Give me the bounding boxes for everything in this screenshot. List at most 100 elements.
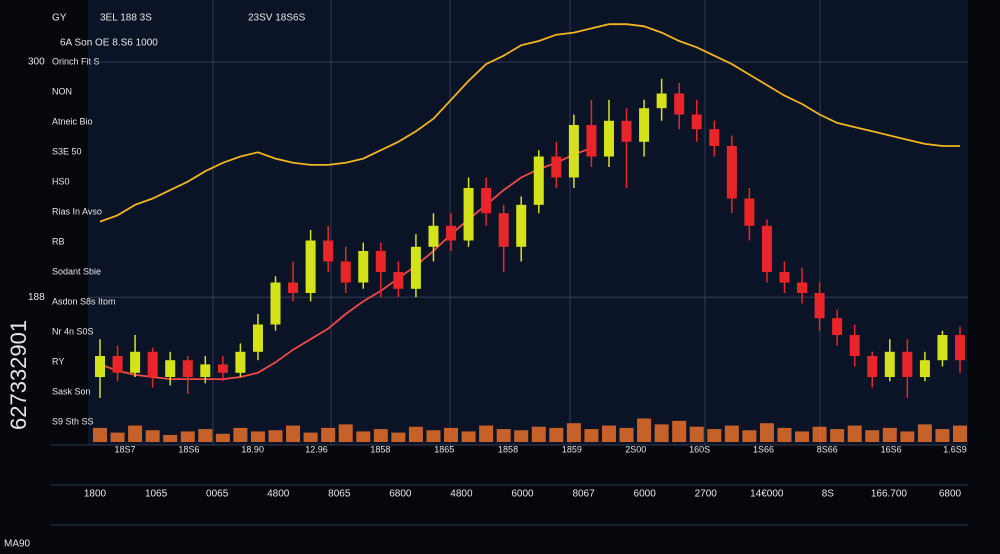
x-tick-label: 166.700 [871, 489, 908, 500]
volume-bar [145, 430, 160, 442]
volume-bar [303, 432, 318, 442]
volume-bar [566, 423, 581, 442]
volume-bar [531, 426, 546, 442]
volume-bar [847, 425, 862, 442]
x-tick-label: 8067 [572, 489, 595, 500]
candle-body [481, 188, 492, 214]
volume-bar [917, 424, 932, 442]
candle-body [726, 146, 737, 199]
x-tick-label: 1859 [562, 444, 582, 454]
side-label: Asdon S8s Itom [52, 296, 116, 306]
candle-body [165, 360, 176, 377]
volume-bar [286, 425, 301, 442]
candle-body [516, 204, 527, 247]
candle-body [639, 108, 650, 142]
volume-bar [461, 431, 476, 442]
subtitle: 6A Son OE 8.S6 1000 [60, 38, 158, 49]
volume-bar [250, 431, 265, 442]
candle-body [95, 356, 105, 377]
side-label: RY [52, 356, 64, 366]
side-id: 627332901 [6, 320, 31, 430]
volume-bar [198, 429, 213, 442]
x-tick-label: 1858 [498, 444, 518, 454]
x-tick-label: 4800 [267, 489, 290, 500]
candle-body [691, 114, 702, 130]
volume-bar [93, 427, 107, 442]
candle-body [849, 335, 860, 356]
volume-bar [812, 426, 827, 442]
candle-body [709, 129, 720, 146]
volume-bar [373, 429, 388, 442]
volume-bar [128, 425, 143, 442]
x-tick-label: 18S6 [178, 444, 199, 454]
side-label: Sask Son [52, 386, 91, 396]
candle-body [288, 282, 299, 293]
y-tick-label: 300 [28, 57, 45, 68]
candle-body [674, 93, 685, 115]
volume-bar [110, 432, 125, 442]
candle-body [182, 360, 193, 377]
volume-bar [707, 429, 722, 442]
candle-body [568, 125, 579, 178]
volume-bar [619, 427, 634, 442]
x-tick-label: 6800 [389, 489, 412, 500]
x-tick-label: 16S6 [881, 444, 902, 454]
candle-body [410, 246, 421, 289]
candle-body [867, 356, 878, 377]
side-label: RB [52, 236, 65, 246]
x-tick-label: 18.90 [241, 444, 264, 454]
volume-bar [391, 432, 406, 442]
candle-body [533, 156, 544, 205]
volume-bar [795, 431, 810, 442]
x-tick-label: 0065 [206, 489, 229, 500]
volume-bar [549, 427, 564, 442]
x-tick-label: 6000 [511, 489, 534, 500]
candle-body [393, 272, 404, 289]
candle-body [761, 225, 772, 272]
candle-body [428, 225, 439, 247]
top-left: GY [52, 13, 67, 24]
candle-body [446, 225, 457, 241]
x-tick-label: 12.96 [305, 444, 328, 454]
candle-body [112, 356, 123, 373]
volume-bar [163, 434, 178, 442]
candle-body [147, 351, 158, 377]
x-tick-label: 4800 [450, 489, 473, 500]
candle-body [200, 364, 211, 377]
volume-bar [479, 425, 494, 442]
volume-bar [672, 420, 687, 442]
volume-bar [233, 427, 248, 442]
plot-area [88, 0, 968, 445]
volume-bar [953, 425, 967, 442]
candle-body [937, 335, 948, 361]
x-tick-label: 1800 [84, 489, 107, 500]
candle-body [235, 351, 246, 373]
top-mid: 23SV 18S6S [248, 13, 306, 24]
volume-bar [584, 429, 599, 442]
candle-body [551, 156, 562, 178]
x-tick-label: 160S [689, 444, 710, 454]
volume-bar [637, 418, 652, 442]
x-tick-label: 1865 [434, 444, 454, 454]
line-series [99, 147, 592, 380]
candle-body [621, 120, 632, 142]
volume-bar [321, 427, 336, 442]
candle-body [305, 240, 316, 293]
side-label: Nr 4n S0S [52, 326, 94, 336]
side-label: Sodant Sbie [52, 266, 101, 276]
x-tick-label: 6000 [634, 489, 657, 500]
x-tick-label: 1065 [145, 489, 168, 500]
candle-body [323, 240, 334, 262]
volume-bar [830, 429, 845, 442]
top-code: 3EL 188 3S [100, 13, 152, 24]
volume-bar [356, 431, 371, 442]
x-tick-label: 1.6S9 [943, 444, 967, 454]
volume-bar [426, 430, 441, 442]
volume-bar [724, 425, 739, 442]
candle-body [779, 272, 790, 283]
side-label: S9 Sth SS [52, 416, 94, 426]
x-tick-label: 1858 [370, 444, 390, 454]
candle-body [217, 364, 228, 373]
volume-bar [180, 431, 195, 442]
candle-body [130, 351, 141, 373]
